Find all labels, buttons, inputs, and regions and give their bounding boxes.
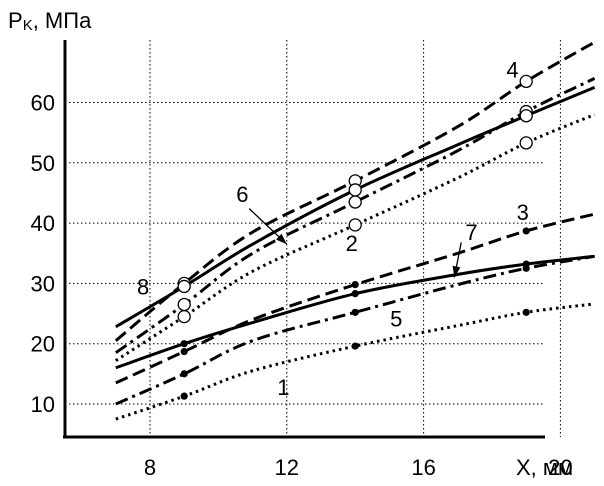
y-tick-label: 30 bbox=[31, 271, 55, 296]
y-tick-label: 20 bbox=[31, 332, 55, 357]
x-tick-labels: 8 12 16 20 bbox=[144, 455, 573, 480]
data-point-7 bbox=[351, 290, 359, 298]
data-point-2 bbox=[519, 136, 533, 150]
arrows-group bbox=[248, 208, 462, 278]
curve-label-7: 7 bbox=[465, 220, 477, 245]
data-point-3 bbox=[522, 227, 530, 235]
x-tick-label: 8 bbox=[144, 455, 156, 480]
x-tick-label: 16 bbox=[411, 455, 435, 480]
data-point-2 bbox=[348, 218, 362, 232]
curve-label-4: 4 bbox=[506, 57, 518, 82]
data-point-1 bbox=[180, 392, 188, 400]
data-point-6 bbox=[348, 195, 362, 209]
data-point-1 bbox=[351, 342, 359, 350]
x-axis-title: X, мм bbox=[516, 455, 573, 480]
curve-label-6: 6 bbox=[236, 182, 248, 207]
curve-label-3: 3 bbox=[517, 200, 529, 225]
data-point-1 bbox=[522, 308, 530, 316]
y-axis-title-main: P bbox=[8, 8, 23, 33]
data-point-4 bbox=[519, 74, 533, 89]
curve-labels: 1 2 3 4 5 6 7 8 bbox=[137, 57, 529, 400]
data-point-8 bbox=[348, 183, 362, 197]
grid-lines bbox=[65, 40, 561, 437]
y-tick-label: 50 bbox=[31, 151, 55, 176]
data-point-5 bbox=[351, 308, 359, 316]
y-tick-label: 40 bbox=[31, 211, 55, 236]
curve-label-5: 5 bbox=[390, 306, 402, 331]
markers-group bbox=[177, 74, 533, 400]
data-point-7 bbox=[180, 340, 188, 348]
arrow-head bbox=[276, 233, 287, 245]
y-axis-title-unit: , МПа bbox=[33, 8, 92, 33]
data-point-5 bbox=[180, 370, 188, 378]
x-tick-label: 20 bbox=[548, 455, 572, 480]
curve-label-1: 1 bbox=[277, 375, 289, 400]
axes bbox=[63, 40, 545, 439]
curve-label-8: 8 bbox=[137, 274, 149, 299]
data-point-8 bbox=[519, 109, 533, 123]
data-point-3 bbox=[351, 281, 359, 289]
arrow-7 bbox=[452, 242, 462, 278]
arrow-head bbox=[452, 265, 461, 278]
y-tick-labels: 10 20 30 40 50 60 bbox=[31, 91, 55, 418]
data-point-7 bbox=[522, 260, 530, 268]
y-axis-title: PK, МПа bbox=[8, 8, 92, 34]
arrow-6 bbox=[248, 208, 288, 245]
data-point-8 bbox=[177, 279, 191, 294]
y-tick-label: 60 bbox=[31, 91, 55, 116]
data-point-3 bbox=[180, 347, 188, 356]
data-point-6 bbox=[177, 297, 191, 312]
curve-label-2: 2 bbox=[346, 231, 358, 256]
x-tick-label: 12 bbox=[275, 455, 299, 480]
data-point-2 bbox=[177, 309, 191, 324]
y-tick-label: 10 bbox=[31, 392, 55, 417]
y-axis-title-sub: K bbox=[23, 17, 33, 34]
